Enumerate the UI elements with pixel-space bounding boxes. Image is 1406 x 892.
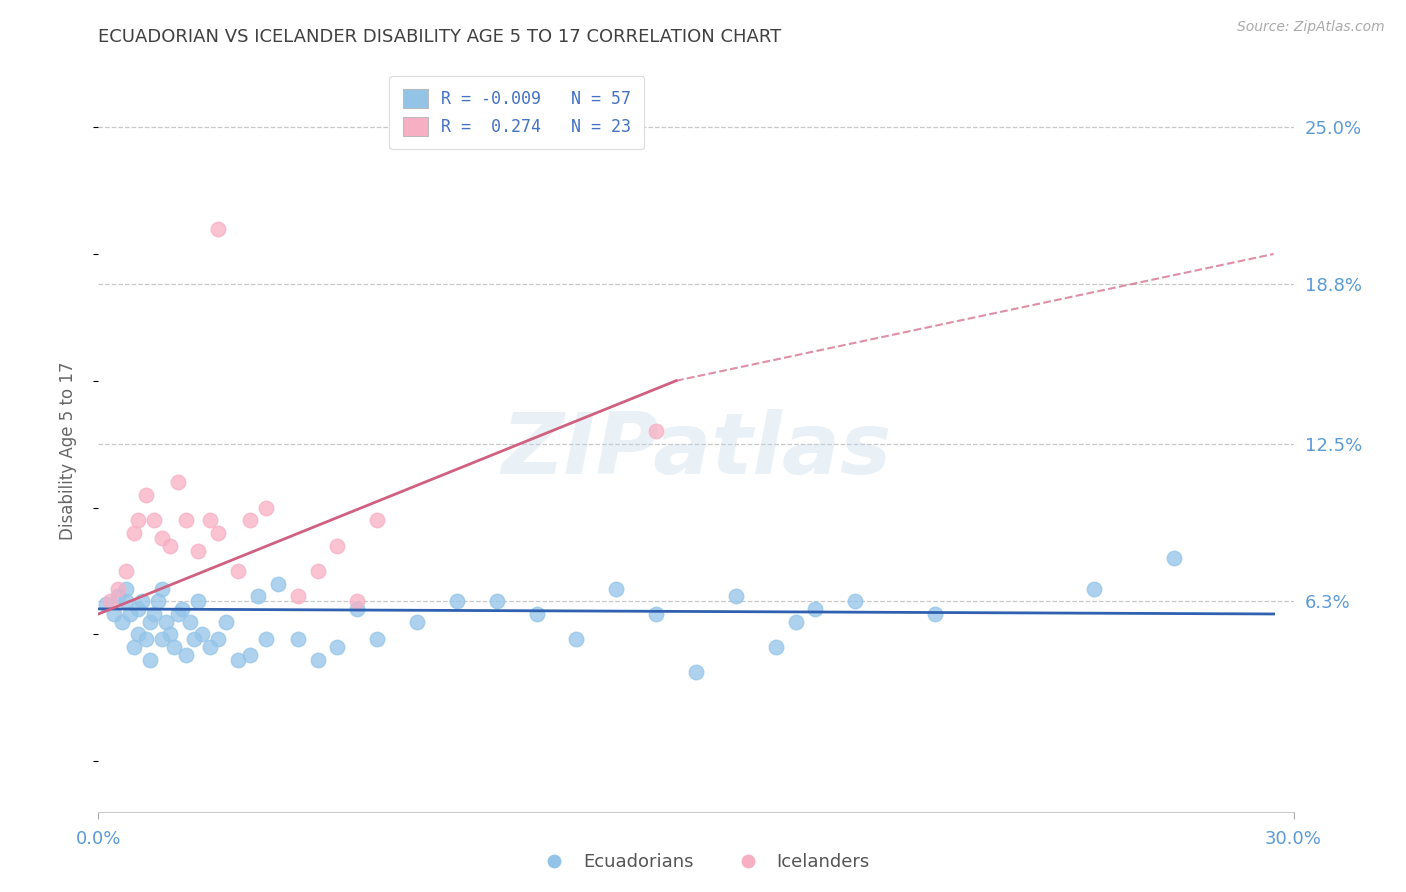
Point (139, 615, 162, 629)
Point (107, 582, 129, 596)
Point (111, 615, 134, 629)
Point (246, 589, 269, 603)
Point (366, 632, 388, 647)
Point (159, 539, 181, 553)
Point (96, 597, 118, 611)
Point (174, 648, 197, 662)
Point (924, 607, 946, 621)
Point (765, 640, 787, 654)
Text: ZIPatlas: ZIPatlas (501, 409, 891, 492)
Point (159, 627, 181, 641)
Point (207, 221, 229, 235)
Point (150, 632, 173, 647)
Point (326, 640, 349, 654)
Point (115, 564, 138, 578)
Point (172, 602, 194, 616)
Point (804, 602, 827, 616)
Point (174, 513, 197, 527)
Point (485, 594, 508, 608)
Point (287, 589, 309, 603)
Point (526, 607, 548, 621)
Point (143, 607, 166, 621)
Legend: R = -0.009   N = 57, R =  0.274   N = 23: R = -0.009 N = 57, R = 0.274 N = 23 (389, 76, 644, 149)
Point (167, 475, 190, 490)
Point (215, 615, 238, 629)
Point (645, 425, 668, 439)
Point (135, 632, 157, 647)
Point (163, 640, 186, 654)
Point (307, 652, 329, 666)
Point (346, 602, 368, 616)
Point (226, 652, 249, 666)
Point (167, 607, 190, 621)
Point (107, 589, 129, 603)
Point (150, 531, 173, 545)
Point (239, 648, 262, 662)
Point (785, 615, 807, 629)
Point (124, 640, 146, 654)
Point (254, 500, 277, 515)
Point (103, 607, 125, 621)
Point (226, 564, 249, 578)
Point (131, 594, 153, 608)
Point (844, 594, 866, 608)
Point (187, 594, 209, 608)
Point (148, 594, 170, 608)
Point (239, 513, 262, 527)
Point (724, 589, 747, 603)
Point (135, 488, 157, 502)
Point (115, 594, 138, 608)
Point (346, 594, 368, 608)
Point (446, 594, 468, 608)
Point (127, 602, 149, 616)
Point (115, 582, 138, 596)
Legend: Ecuadorians, Icelanders: Ecuadorians, Icelanders (529, 847, 877, 879)
Point (1163, 551, 1185, 566)
Point (198, 513, 221, 527)
Text: Source: ZipAtlas.com: Source: ZipAtlas.com (1237, 20, 1385, 34)
Point (267, 576, 290, 591)
Point (254, 632, 277, 647)
Point (155, 615, 177, 629)
Point (605, 582, 627, 596)
Point (287, 632, 309, 647)
Point (307, 564, 329, 578)
Point (198, 640, 221, 654)
Y-axis label: Disability Age 5 to 17: Disability Age 5 to 17 (59, 361, 77, 540)
Point (191, 627, 214, 641)
Point (326, 539, 349, 553)
Point (143, 513, 166, 527)
Point (124, 525, 146, 540)
Point (685, 665, 707, 680)
Point (183, 632, 205, 647)
Point (406, 615, 429, 629)
Point (565, 632, 588, 647)
Text: ECUADORIAN VS ICELANDER DISABILITY AGE 5 TO 17 CORRELATION CHART: ECUADORIAN VS ICELANDER DISABILITY AGE 5… (98, 28, 782, 45)
Point (120, 607, 142, 621)
Point (127, 627, 149, 641)
Point (98, 594, 122, 608)
Point (139, 652, 162, 666)
Point (187, 543, 209, 558)
Point (127, 513, 149, 527)
Point (207, 525, 229, 540)
Point (366, 513, 388, 527)
Point (150, 582, 173, 596)
Point (207, 632, 229, 647)
Point (645, 607, 668, 621)
Point (179, 615, 201, 629)
Point (1083, 582, 1105, 596)
